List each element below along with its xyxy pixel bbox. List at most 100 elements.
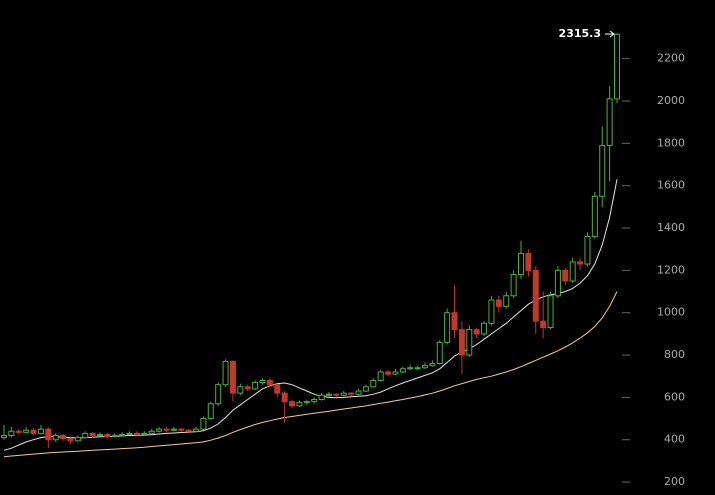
candle-body xyxy=(488,299,495,324)
candle-body xyxy=(399,368,406,373)
candle-body xyxy=(45,428,52,441)
candle-body xyxy=(97,433,104,437)
candle-body xyxy=(252,382,259,390)
candle-body xyxy=(318,394,325,401)
candle-body xyxy=(119,433,126,437)
candle-body xyxy=(266,379,273,386)
candle-body xyxy=(392,371,399,375)
plot xyxy=(1,33,620,458)
candle-body xyxy=(229,360,236,394)
y-tick-label: 1400 xyxy=(657,221,685,234)
y-axis: 200 400 600 800 1000 1200 1400 1600 1800 2000 2200 xyxy=(622,52,685,488)
candle-body xyxy=(525,252,532,271)
candle-body xyxy=(355,390,362,395)
candle-body xyxy=(547,295,554,329)
candle-body xyxy=(503,295,510,307)
candle-body xyxy=(385,371,392,375)
candle-body xyxy=(370,379,377,388)
candle-body xyxy=(414,367,421,370)
candle-body xyxy=(289,401,296,407)
y-tick-label: 800 xyxy=(664,348,685,361)
candle-body xyxy=(510,274,517,297)
candle-body xyxy=(340,392,347,396)
candle-body xyxy=(52,435,59,441)
candle-body xyxy=(429,363,436,367)
candle-body xyxy=(200,418,207,430)
candle-body xyxy=(495,299,502,307)
candle-body xyxy=(15,430,22,433)
candle-body xyxy=(1,435,7,439)
candle-body xyxy=(377,371,384,381)
candle-body xyxy=(614,33,620,100)
last-price: 2315.3 xyxy=(559,27,615,40)
candle-body xyxy=(8,430,15,437)
candle-body xyxy=(37,428,44,434)
y-tick-label: 1000 xyxy=(657,306,685,319)
candle-body xyxy=(458,329,465,356)
candle-body xyxy=(104,433,111,438)
y-tick-label: 1800 xyxy=(657,136,685,149)
candle-body xyxy=(141,432,148,435)
candle-body xyxy=(148,430,155,434)
candle-body xyxy=(599,144,606,197)
candle-body xyxy=(259,379,266,384)
candle-body xyxy=(163,428,170,431)
candle-body xyxy=(111,435,118,438)
candle-body xyxy=(407,367,414,370)
candle-body xyxy=(577,261,584,265)
candle-body xyxy=(311,399,318,403)
candle-body xyxy=(562,269,569,282)
candle-body xyxy=(606,98,613,146)
y-tick-label: 1600 xyxy=(657,179,685,192)
candle-body xyxy=(296,402,303,407)
candle-body xyxy=(244,386,251,390)
candle-body xyxy=(436,341,443,365)
candle-body xyxy=(82,432,89,439)
moving-average xyxy=(3,291,618,458)
candle-body xyxy=(23,429,30,433)
last-price-arrowhead xyxy=(609,30,615,38)
candle-body xyxy=(170,428,177,431)
candle-body xyxy=(584,235,591,265)
candle-body xyxy=(303,401,310,404)
candle-body xyxy=(185,429,192,432)
candle-body xyxy=(74,437,81,442)
candle-body xyxy=(444,312,451,343)
candle-body xyxy=(532,269,539,322)
candle-body xyxy=(466,329,473,356)
y-tick-label: 200 xyxy=(664,475,685,488)
candle-body xyxy=(517,252,524,276)
candle-body xyxy=(451,312,458,331)
y-tick-label: 2200 xyxy=(657,52,685,65)
y-tick-label: 1200 xyxy=(657,263,685,276)
candle-body xyxy=(473,329,480,335)
candle-body xyxy=(569,261,576,282)
candle-body xyxy=(591,195,598,237)
candle-body xyxy=(325,393,332,396)
y-tick-label: 400 xyxy=(664,433,685,446)
candle-body xyxy=(281,392,288,403)
candle-body xyxy=(348,392,355,395)
candle-body xyxy=(421,365,428,369)
candle-body xyxy=(60,435,67,440)
candle-body xyxy=(156,428,163,432)
candle-body xyxy=(481,322,488,335)
candle-body xyxy=(237,386,244,394)
candle-body xyxy=(362,386,369,392)
candle-body xyxy=(554,269,561,297)
candle-body xyxy=(193,428,200,432)
candle-body xyxy=(540,320,547,329)
y-tick-label: 600 xyxy=(664,390,685,403)
y-tick-label: 2000 xyxy=(657,94,685,107)
candle-body xyxy=(333,393,340,396)
candle-body xyxy=(222,360,229,386)
candle-body xyxy=(67,438,74,442)
candle-body xyxy=(178,428,185,431)
candle-body xyxy=(274,384,281,394)
last-price-label: 2315.3 xyxy=(559,27,601,40)
candle-body xyxy=(215,384,222,405)
candle-body xyxy=(30,429,37,434)
